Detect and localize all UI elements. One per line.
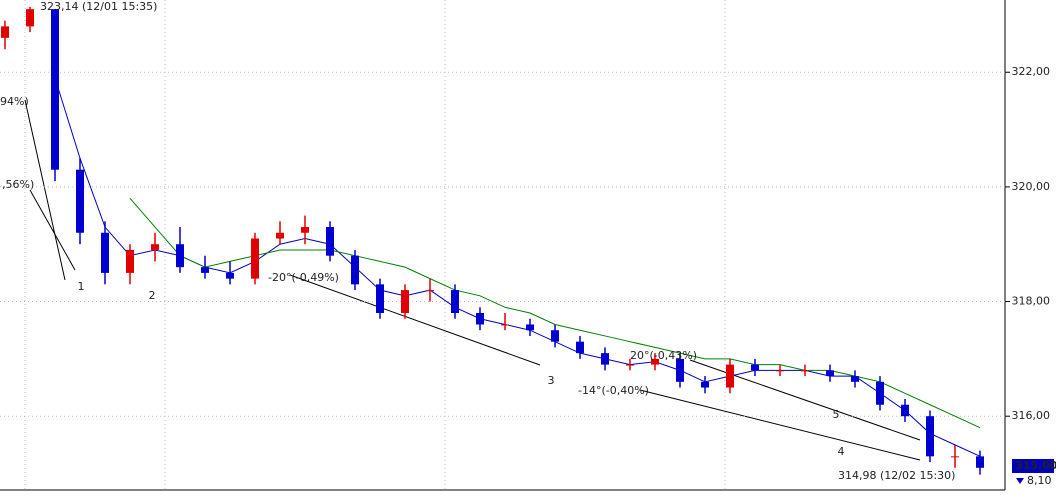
annotation: 2: [149, 289, 156, 302]
annotation: -14°(-0,40%): [578, 384, 649, 397]
candle-body: [626, 364, 634, 366]
candle-body: [76, 169, 84, 233]
candle-body: [51, 9, 59, 170]
candle-body: [701, 381, 709, 388]
candle-body: [376, 284, 384, 314]
candle-body: [451, 290, 459, 314]
annotation: -20°(-0,49%): [268, 271, 339, 284]
candle-body: [351, 255, 359, 285]
candle-body: [426, 290, 434, 292]
vertical-grid: [24, 0, 726, 490]
candle-body: [226, 272, 234, 279]
candle-body: [326, 227, 334, 256]
candle-body: [526, 324, 534, 331]
candle-body: [276, 232, 284, 239]
annotation: 323,14 (12/01 15:35): [40, 0, 157, 13]
candle-body: [876, 381, 884, 405]
candle-body: [951, 456, 959, 458]
candle-body: [26, 9, 34, 27]
candle-body: [576, 341, 584, 354]
y-tick-label: 320,00: [1012, 180, 1051, 193]
annotation: 5: [833, 408, 840, 421]
annotation: 3: [548, 374, 555, 387]
candle-body: [676, 358, 684, 382]
candle-body: [1, 26, 9, 38]
candle-body: [926, 416, 934, 457]
current-price-box: [1012, 459, 1054, 473]
trend-line: [639, 389, 921, 461]
candle-body: [851, 376, 859, 382]
annotation: 1: [78, 280, 85, 293]
candle-body: [776, 370, 784, 372]
trend-line: [24, 99, 66, 281]
moving-average: [54, 77, 981, 457]
candle-body: [601, 353, 609, 365]
candle-body: [251, 238, 259, 279]
candle-body: [301, 227, 309, 233]
annotation: 94%): [0, 95, 29, 108]
y-tick-label: 318,00: [1012, 295, 1051, 308]
candle-body: [401, 290, 409, 314]
candle-body: [801, 370, 809, 372]
candle-body: [176, 244, 184, 268]
annotation: 4: [838, 445, 845, 458]
trend-line: [29, 189, 76, 271]
candle-body: [151, 244, 159, 250]
candle-body: [551, 330, 559, 342]
candle-body: [651, 358, 659, 365]
annotation: 20°(-0,43%): [630, 349, 697, 362]
candle-body: [901, 404, 909, 417]
candle-body: [201, 267, 209, 273]
candle-body: [826, 370, 834, 377]
y-tick-label: 322,00: [1012, 65, 1051, 78]
y-tick-label: 316,00: [1012, 409, 1051, 422]
candle-body: [501, 324, 509, 326]
candle-body: [726, 364, 734, 388]
candle-body: [751, 364, 759, 371]
candle-body: [976, 456, 984, 468]
candle-body: [476, 313, 484, 325]
current-price: 315,00: [1015, 459, 1056, 472]
annotation: 314,98 (12/02 15:30): [838, 469, 955, 482]
trend-line: [289, 274, 541, 366]
change: 8,10: [1027, 474, 1052, 487]
annotation: ,56%): [2, 178, 34, 191]
change-arrow: [1016, 478, 1024, 484]
trend-lines: [24, 99, 921, 461]
candle-body: [101, 232, 109, 273]
candle-body: [126, 249, 134, 273]
